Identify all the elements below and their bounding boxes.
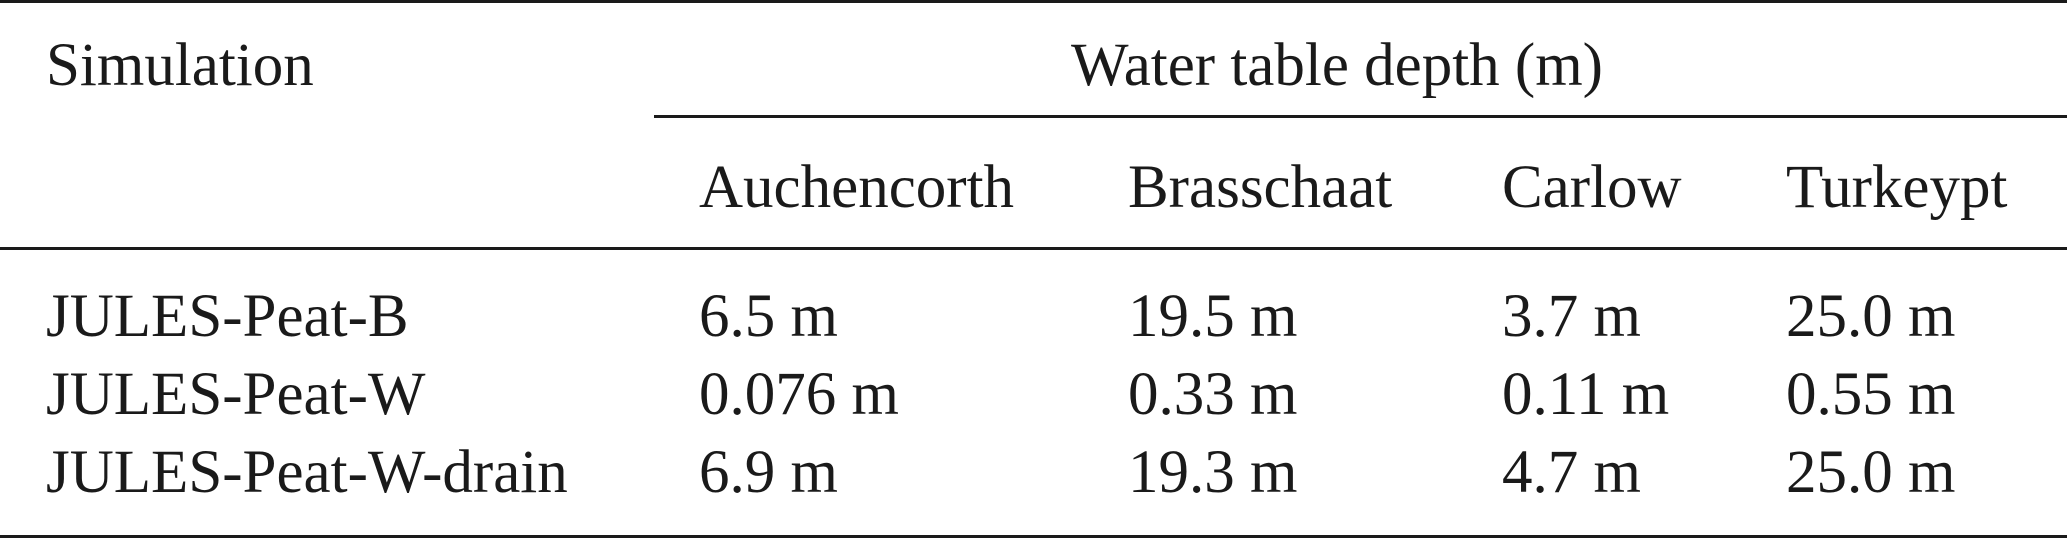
column-header-turkeypt: Turkeypt [1786, 154, 2008, 221]
table-cell: 0.11 m [1502, 361, 1670, 428]
column-group-label: Water table depth (m) [1071, 32, 1603, 99]
column-header-carlow: Carlow [1502, 154, 1682, 221]
table-cell: 3.7 m [1502, 283, 1641, 350]
table-cell: 19.5 m [1128, 283, 1298, 350]
table-cell: 6.9 m [699, 439, 838, 506]
column-header-brasschaat: Brasschaat [1128, 154, 1393, 221]
table-cell: 25.0 m [1786, 439, 1956, 506]
table-cell: 0.33 m [1128, 361, 1298, 428]
table-cell: 6.5 m [699, 283, 838, 350]
table-cell: 4.7 m [1502, 439, 1641, 506]
top-rule [0, 0, 2067, 3]
group-rule [654, 115, 2067, 118]
header-rule [0, 247, 2067, 250]
table-cell: 25.0 m [1786, 283, 1956, 350]
table-cell: 0.55 m [1786, 361, 1956, 428]
bottom-rule [0, 535, 2067, 538]
row-header-label: Simulation [46, 32, 314, 99]
table-cell: 19.3 m [1128, 439, 1298, 506]
row-label: JULES-Peat-W-drain [46, 439, 568, 506]
row-label: JULES-Peat-B [46, 283, 409, 350]
column-header-auchencorth: Auchencorth [699, 154, 1015, 221]
row-label: JULES-Peat-W [46, 361, 426, 428]
table-cell: 0.076 m [699, 361, 899, 428]
